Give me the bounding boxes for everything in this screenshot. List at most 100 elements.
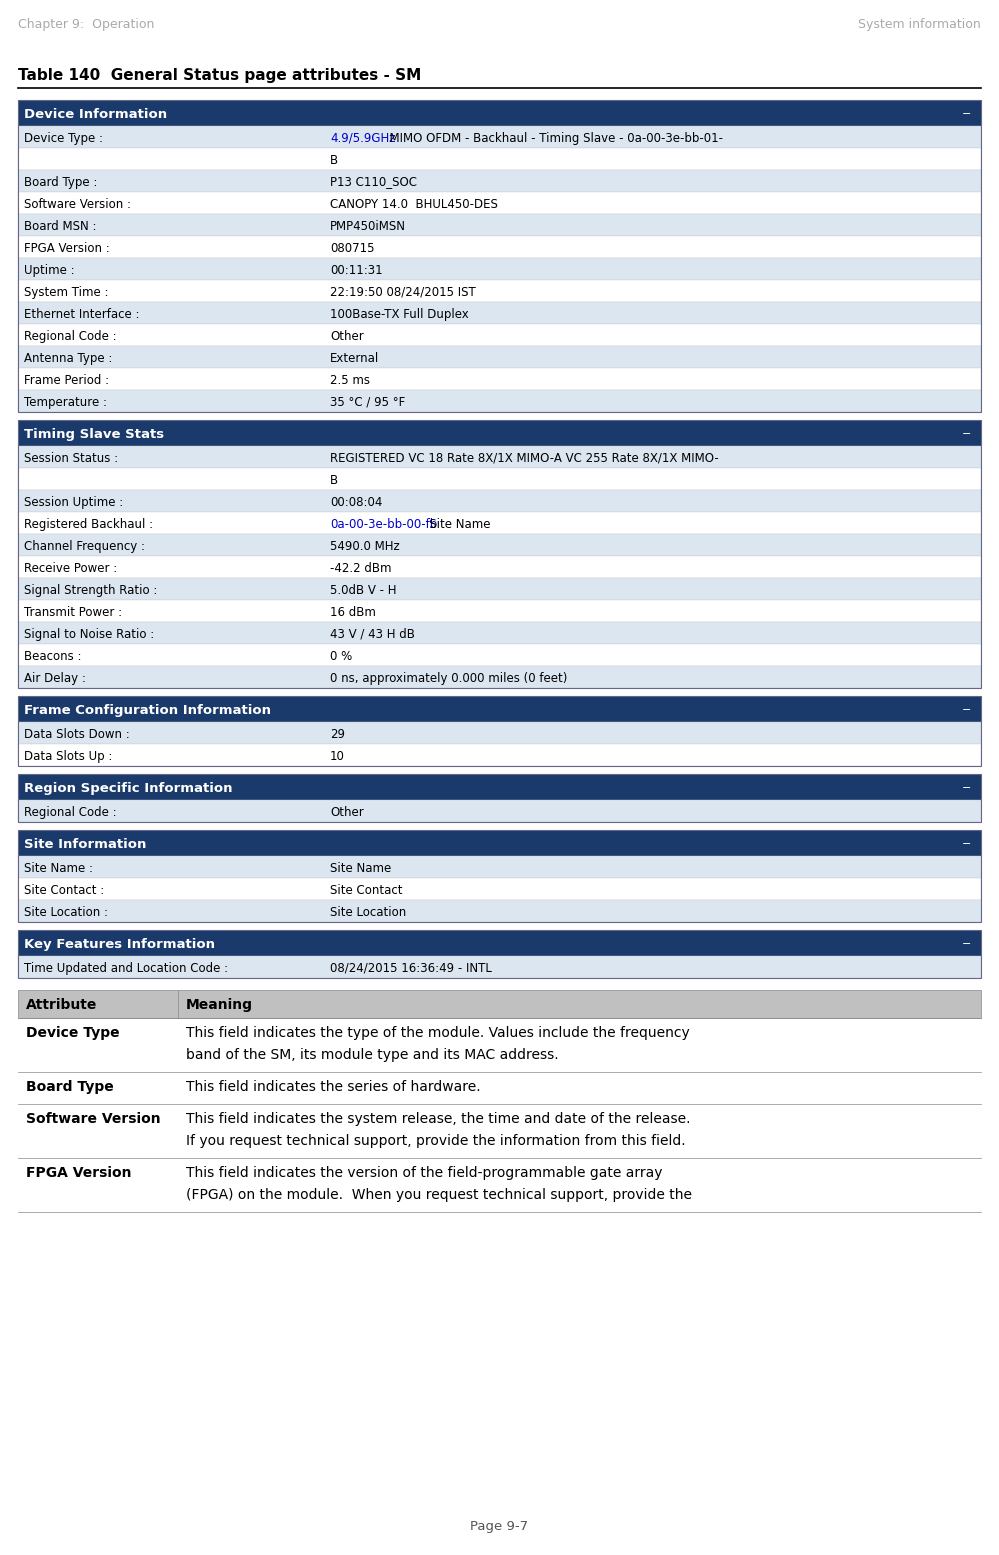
Text: P13 C110_SOC: P13 C110_SOC [330, 176, 417, 188]
Text: 2.5 ms: 2.5 ms [330, 373, 370, 387]
Text: Software Version :: Software Version : [24, 197, 131, 210]
Bar [18, 644, 981, 666]
Text: Regional Code :: Regional Code : [24, 330, 117, 342]
Bar [18, 774, 981, 823]
Text: Beacons :: Beacons : [24, 650, 82, 662]
Bar [18, 855, 981, 879]
Text: Signal to Noise Ratio :: Signal to Noise Ratio : [24, 628, 154, 641]
Text: REGISTERED VC 18 Rate 8X/1X MIMO-A VC 255 Rate 8X/1X MIMO-: REGISTERED VC 18 Rate 8X/1X MIMO-A VC 25… [330, 451, 718, 465]
Bar [18, 191, 981, 215]
Text: 22:19:50 08/24/2015 IST: 22:19:50 08/24/2015 IST [330, 286, 476, 299]
Text: 5490.0 MHz: 5490.0 MHz [330, 540, 400, 552]
Text: −: − [962, 704, 971, 715]
Text: Antenna Type :: Antenna Type : [24, 351, 112, 364]
Text: Channel Frequency :: Channel Frequency : [24, 540, 145, 552]
Bar [18, 533, 981, 557]
Text: This field indicates the system release, the time and date of the release.: This field indicates the system release,… [186, 1112, 690, 1126]
Text: Timing Slave Stats: Timing Slave Stats [24, 428, 164, 440]
Text: FPGA Version :: FPGA Version : [24, 241, 110, 255]
Bar [18, 258, 981, 280]
Text: 29: 29 [330, 728, 345, 740]
Text: Frame Configuration Information: Frame Configuration Information [24, 703, 271, 717]
Text: Site Information: Site Information [24, 838, 147, 851]
Text: Board MSN :: Board MSN : [24, 219, 97, 233]
Text: Session Uptime :: Session Uptime : [24, 496, 123, 508]
Text: Chapter 9:  Operation: Chapter 9: Operation [18, 19, 155, 31]
Text: −: − [962, 109, 971, 120]
Text: Data Slots Down :: Data Slots Down : [24, 728, 130, 740]
Text: 43 V / 43 H dB: 43 V / 43 H dB [330, 628, 415, 641]
Text: Air Delay :: Air Delay : [24, 672, 86, 684]
Text: FPGA Version: FPGA Version [26, 1166, 132, 1180]
Text: Software Version: Software Version [26, 1112, 161, 1126]
Text: CANOPY 14.0  BHUL450-DES: CANOPY 14.0 BHUL450-DES [330, 197, 498, 210]
Text: Page 9-7: Page 9-7 [470, 1519, 528, 1533]
Bar [18, 830, 981, 855]
Text: Other: Other [330, 330, 364, 342]
Text: System information: System information [858, 19, 981, 31]
Text: This field indicates the version of the field-programmable gate array: This field indicates the version of the … [186, 1166, 662, 1180]
Text: 10: 10 [330, 750, 345, 762]
Text: band of the SM, its module type and its MAC address.: band of the SM, its module type and its … [186, 1048, 558, 1062]
Bar [18, 126, 981, 148]
Bar [18, 347, 981, 369]
Text: Regional Code :: Regional Code : [24, 805, 117, 818]
Text: Data Slots Up :: Data Slots Up : [24, 750, 112, 762]
Text: 5.0dB V - H: 5.0dB V - H [330, 583, 397, 597]
Text: −: − [962, 429, 971, 439]
Text: 100Base-TX Full Duplex: 100Base-TX Full Duplex [330, 308, 469, 320]
Text: Temperature :: Temperature : [24, 395, 107, 409]
Bar [18, 557, 981, 578]
Text: PMP450iMSN: PMP450iMSN [330, 219, 406, 233]
Bar [18, 600, 981, 622]
Text: Site Location :: Site Location : [24, 905, 108, 919]
Bar [18, 930, 981, 978]
Bar [18, 302, 981, 323]
Text: Device Information: Device Information [24, 107, 167, 120]
Text: Transmit Power :: Transmit Power : [24, 605, 122, 619]
Text: Meaning: Meaning [186, 998, 253, 1012]
Bar [18, 512, 981, 533]
Text: 00:11:31: 00:11:31 [330, 263, 383, 277]
Text: B: B [330, 474, 338, 487]
Bar [18, 991, 981, 1019]
Text: 00:08:04: 00:08:04 [330, 496, 383, 508]
Bar [18, 879, 981, 900]
Text: Board Type :: Board Type : [24, 176, 97, 188]
Text: 4.9/5.9GHz: 4.9/5.9GHz [330, 132, 396, 145]
Text: 0 ns, approximately 0.000 miles (0 feet): 0 ns, approximately 0.000 miles (0 feet) [330, 672, 567, 684]
Text: Receive Power :: Receive Power : [24, 561, 117, 574]
Text: (FPGA) on the module.  When you request technical support, provide the: (FPGA) on the module. When you request t… [186, 1188, 692, 1202]
Text: Site Contact :: Site Contact : [24, 883, 104, 897]
Text: If you request technical support, provide the information from this field.: If you request technical support, provid… [186, 1134, 685, 1148]
Text: This field indicates the series of hardware.: This field indicates the series of hardw… [186, 1081, 481, 1095]
Text: System Time :: System Time : [24, 286, 109, 299]
Text: Key Features Information: Key Features Information [24, 938, 215, 950]
Bar [18, 697, 981, 767]
Text: 080715: 080715 [330, 241, 375, 255]
Text: B: B [330, 154, 338, 166]
Text: Attribute: Attribute [26, 998, 97, 1012]
Text: Table 140  General Status page attributes - SM: Table 140 General Status page attributes… [18, 68, 422, 82]
Bar [18, 622, 981, 644]
Text: Ethernet Interface :: Ethernet Interface : [24, 308, 140, 320]
Text: Device Type: Device Type [26, 1026, 120, 1040]
Bar [18, 799, 981, 823]
Text: −: − [962, 784, 971, 793]
Text: Device Type :: Device Type : [24, 132, 103, 145]
Text: Session Status :: Session Status : [24, 451, 118, 465]
Bar [18, 100, 981, 126]
Bar [18, 697, 981, 722]
Bar [18, 169, 981, 191]
Text: Site Name: Site Name [419, 518, 491, 530]
Bar [18, 743, 981, 767]
Text: 0a-00-3e-bb-00-fb: 0a-00-3e-bb-00-fb [330, 518, 438, 530]
Text: Site Name: Site Name [330, 861, 392, 874]
Text: 35 °C / 95 °F: 35 °C / 95 °F [330, 395, 406, 409]
Bar [18, 369, 981, 390]
Text: Other: Other [330, 805, 364, 818]
Bar [18, 830, 981, 922]
Text: Time Updated and Location Code :: Time Updated and Location Code : [24, 961, 228, 975]
Bar [18, 900, 981, 922]
Bar [18, 774, 981, 799]
